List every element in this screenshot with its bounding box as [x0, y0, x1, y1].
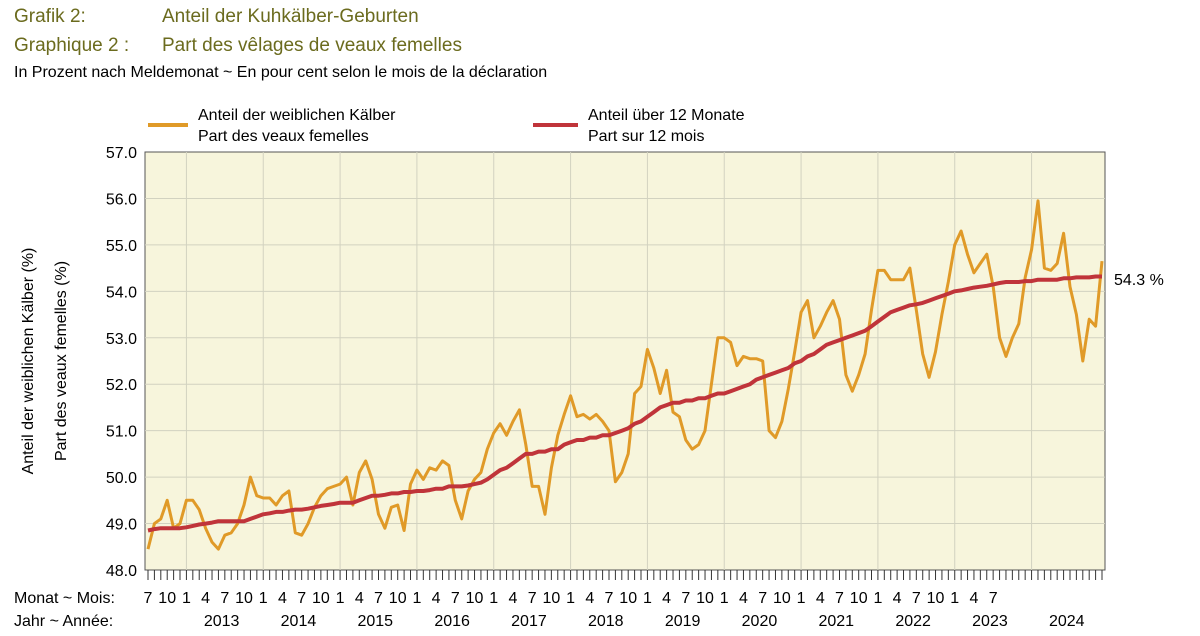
x-year-label: 2013 — [204, 613, 240, 630]
x-month-tick-label: 10 — [466, 590, 484, 607]
x-year-label: 2014 — [281, 613, 317, 630]
x-month-tick-label: 1 — [720, 590, 729, 607]
x-year-label: 2016 — [434, 613, 470, 630]
series-layer — [146, 199, 1104, 551]
subtitle: In Prozent nach Meldemonat ~ En pour cen… — [14, 64, 548, 81]
title-german: Grafik 2: Anteil der Kuhkälber-Geburten — [14, 6, 419, 28]
x-year-label: 2019 — [665, 613, 701, 630]
x-month-tick-label: 7 — [681, 590, 690, 607]
x-month-tick-label: 10 — [542, 590, 560, 607]
x-month-tick-label: 4 — [355, 590, 364, 607]
x-month-tick-label: 7 — [374, 590, 383, 607]
title-french-text: Part des vêlages de veaux femelles — [162, 35, 462, 56]
x-month-tick-label: 10 — [312, 590, 330, 607]
x-month-tick-label: 10 — [619, 590, 637, 607]
rolling-end-value-label: 54.3 % — [1114, 272, 1164, 289]
title-french-number: Graphique 2 : — [14, 35, 130, 56]
y-tick-label: 50.0 — [106, 470, 137, 487]
x-month-tick-label: 1 — [566, 590, 575, 607]
x-month-tick-label: 1 — [336, 590, 345, 607]
x-month-tick-label: 10 — [235, 590, 253, 607]
x-year-label: 2023 — [972, 613, 1008, 630]
y-tick-label: 54.0 — [106, 284, 137, 301]
x-year-label: 2021 — [818, 613, 854, 630]
y-axis-label-french: Part des veaux femelles (%) — [53, 261, 70, 461]
x-month-tick-label: 7 — [605, 590, 614, 607]
title-german-number: Grafik 2: — [14, 6, 86, 27]
x-month-tick-label: 1 — [950, 590, 959, 607]
x-month-tick-label: 1 — [873, 590, 882, 607]
legend-label-rolling-fr: Part sur 12 mois — [588, 128, 704, 145]
y-tick-label: 55.0 — [106, 238, 137, 255]
x-month-tick-label: 4 — [662, 590, 671, 607]
y-axis-ticks: 48.0 49.0 50.0 51.0 52.0 53.0 54.0 55.0 56.0 57.0 — [106, 145, 137, 580]
x-month-tick-label: 7 — [451, 590, 460, 607]
series-line-monthly-share — [146, 199, 1104, 551]
x-month-tick-label: 10 — [696, 590, 714, 607]
x-month-tick-label: 7 — [758, 590, 767, 607]
x-month-tick-label: 10 — [158, 590, 176, 607]
y-tick-label: 53.0 — [106, 331, 137, 348]
x-year-label: 2018 — [588, 613, 624, 630]
x-axis-year-row-label: Jahr ~ Année: — [14, 613, 113, 630]
x-year-label: 2015 — [357, 613, 393, 630]
x-month-tick-label: 4 — [585, 590, 594, 607]
x-month-tick-label: 4 — [508, 590, 517, 607]
x-month-tick-label: 7 — [220, 590, 229, 607]
y-tick-label: 52.0 — [106, 377, 137, 394]
plot-area — [144, 151, 1106, 571]
x-axis-ticks: 7 10 1 4 7 10 1 4 7 10 1 4 7 10 1 4 7 10 1 4 7 10 1 4 7 10 1 4 7 10 1 4… — [144, 570, 1103, 630]
title-french: Graphique 2 : Part des vêlages de veaux f… — [14, 35, 462, 57]
legend-label-rolling-de: Anteil über 12 Monate — [588, 107, 745, 124]
x-axis-month-row-label: Monat ~ Mois: — [14, 590, 115, 607]
x-month-tick-label: 1 — [412, 590, 421, 607]
legend-label-monthly-de: Anteil der weiblichen Kälber — [198, 107, 396, 124]
x-month-tick-label: 10 — [773, 590, 791, 607]
y-axis-label-german: Anteil der weiblichen Kälber (%) — [20, 248, 37, 475]
x-month-tick-label: 7 — [297, 590, 306, 607]
x-year-label: 2017 — [511, 613, 547, 630]
x-month-tick-label: 4 — [201, 590, 210, 607]
x-month-tick-label: 1 — [259, 590, 268, 607]
x-month-tick-label: 7 — [989, 590, 998, 607]
x-year-label: 2020 — [742, 613, 778, 630]
x-month-tick-label: 4 — [893, 590, 902, 607]
legend-label-monthly-fr: Part des veaux femelles — [198, 128, 369, 145]
series-line-rolling-12-month — [147, 274, 1102, 533]
x-month-tick-label: 7 — [835, 590, 844, 607]
y-tick-label: 48.0 — [106, 563, 137, 580]
x-month-tick-label: 1 — [489, 590, 498, 607]
x-month-tick-label: 4 — [739, 590, 748, 607]
y-tick-label: 51.0 — [106, 424, 137, 441]
x-month-tick-label: 10 — [927, 590, 945, 607]
x-month-tick-label: 4 — [969, 590, 978, 607]
x-month-tick-label: 1 — [797, 590, 806, 607]
title-german-text: Anteil der Kuhkälber-Geburten — [162, 6, 419, 27]
x-month-tick-label: 7 — [528, 590, 537, 607]
x-month-tick-label: 4 — [432, 590, 441, 607]
y-tick-label: 56.0 — [106, 191, 137, 208]
x-month-tick-label: 1 — [643, 590, 652, 607]
y-tick-label: 57.0 — [106, 145, 137, 162]
y-tick-label: 49.0 — [106, 517, 137, 534]
x-month-tick-label: 7 — [144, 590, 153, 607]
x-month-tick-label: 10 — [850, 590, 868, 607]
x-month-tick-label: 1 — [182, 590, 191, 607]
x-year-label: 2024 — [1049, 613, 1085, 630]
x-month-tick-label: 10 — [389, 590, 407, 607]
x-month-tick-label: 7 — [912, 590, 921, 607]
x-month-tick-label: 4 — [816, 590, 825, 607]
x-year-label: 2022 — [895, 613, 931, 630]
x-month-tick-label: 4 — [278, 590, 287, 607]
